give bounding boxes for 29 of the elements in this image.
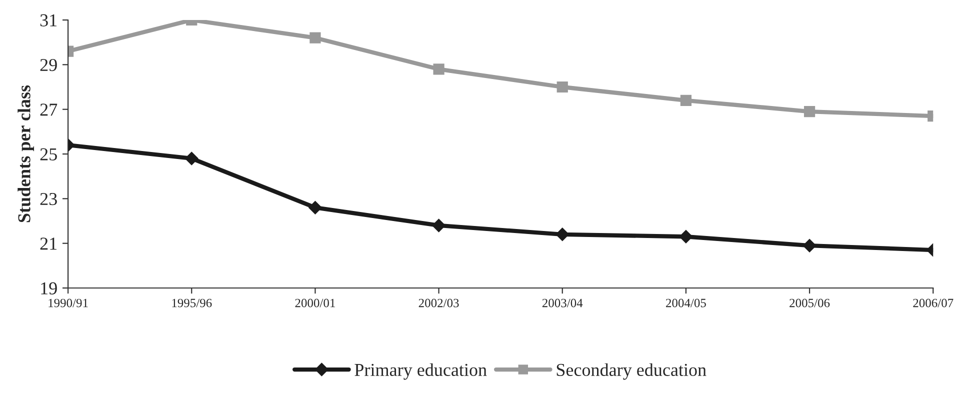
point [679,230,693,244]
point [680,94,692,106]
point [432,218,446,232]
point [556,81,568,93]
x-tick-label: 2000/01 [295,298,335,308]
x-tick-label: 2006/07 [913,298,954,308]
y-tick-label: 29 [40,58,57,72]
legend-label: Secondary education [556,363,706,380]
x-tick-label: 1990/91 [48,298,88,308]
point [802,238,816,252]
x-tick-label: 2002/03 [418,298,459,308]
point [433,64,444,75]
y-tick-label: 27 [40,104,58,116]
point [310,32,321,44]
x-tick-label: 2004/05 [666,298,706,308]
x-tick-label: 1995/96 [172,298,212,308]
x-tick-label: 2005/06 [790,298,830,308]
legend-label: Primary education [354,363,487,380]
point [804,106,816,118]
y-tick-label: 19 [41,282,57,294]
y-tick-label: 23 [40,192,57,206]
y-axis-title: Students per class [18,85,34,222]
point [184,152,198,166]
point [308,200,322,214]
y-tick-label: 25 [40,148,57,160]
y-tick-label: 21 [40,238,57,250]
point [555,228,570,242]
y-tick-label: 31 [40,14,57,26]
x-tick-label: 2003/04 [542,298,583,308]
